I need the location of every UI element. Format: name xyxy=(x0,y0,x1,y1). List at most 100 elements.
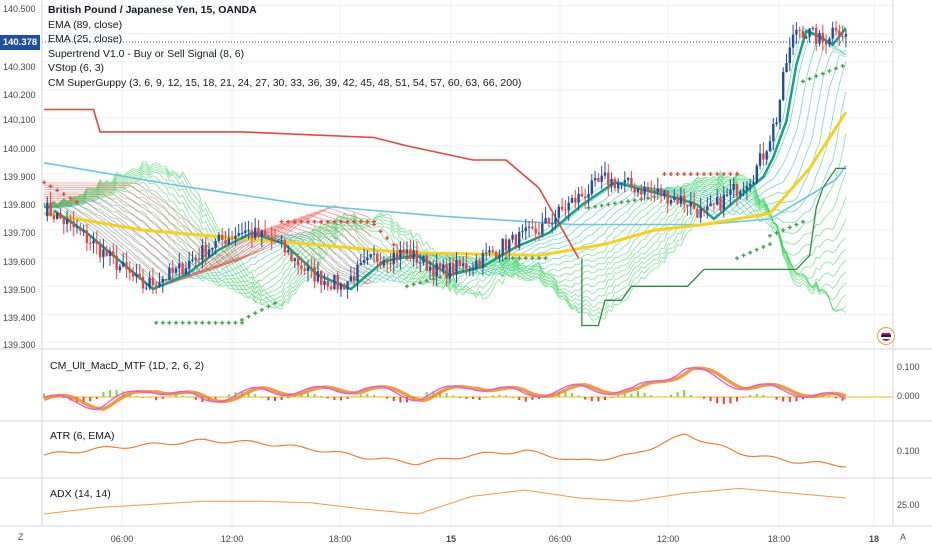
macd-histogram-bar xyxy=(716,397,719,404)
candle-body xyxy=(72,221,75,228)
macd-histogram-bar xyxy=(604,397,606,400)
macd-histogram-bar xyxy=(498,394,501,397)
auto-scale-button[interactable]: A xyxy=(900,532,907,542)
candle-body xyxy=(217,234,221,241)
macd-histogram-bar xyxy=(511,397,514,398)
candle-body xyxy=(237,233,240,236)
candle-body xyxy=(593,178,597,181)
macd-histogram-bar xyxy=(491,395,494,397)
atr-pane xyxy=(43,433,846,468)
candle-body xyxy=(765,151,768,160)
candle-body xyxy=(659,188,663,197)
candle-body xyxy=(287,250,290,253)
macd-histogram-bar xyxy=(227,394,230,397)
candle-body xyxy=(89,242,92,244)
vstop-mark xyxy=(715,172,720,176)
candle-body xyxy=(600,175,603,182)
macd-histogram-bar xyxy=(610,397,613,398)
vstop-mark xyxy=(424,278,429,283)
macd-pane-label[interactable]: CM_Ult_MacD_MTF (1D, 2, 6, 2) xyxy=(50,360,205,372)
vstop-mark xyxy=(537,256,541,261)
vstop-mark xyxy=(457,269,462,274)
candle-body xyxy=(491,250,494,253)
vstop-mark xyxy=(781,228,786,233)
macd-histogram-bar xyxy=(386,397,389,399)
price-tick: 140.500 xyxy=(3,4,36,14)
candle-body xyxy=(485,252,488,254)
price-tick: 139.900 xyxy=(3,172,36,182)
legend-ema89[interactable]: EMA (89, close) xyxy=(48,18,123,31)
candle-body xyxy=(405,249,409,254)
candle-body xyxy=(435,263,438,277)
legend-ema25[interactable]: EMA (25, close) xyxy=(48,33,123,46)
vstop-mark xyxy=(42,180,46,185)
candle-body xyxy=(402,249,405,254)
candle-body xyxy=(524,227,527,232)
candle-body xyxy=(501,239,504,255)
macd-histogram-bar xyxy=(584,397,587,400)
macd-histogram-bar xyxy=(749,394,752,397)
macd-histogram-bar xyxy=(425,392,428,397)
pane-frame xyxy=(0,0,932,527)
macd-histogram-bar xyxy=(452,395,455,397)
legend-superguppy[interactable]: CM SuperGuppy (3, 6, 9, 12, 15, 18, 21, … xyxy=(48,76,522,89)
candle-body xyxy=(343,284,346,290)
candle-body xyxy=(683,196,686,205)
candle-body xyxy=(841,36,844,38)
legend-supertrend[interactable]: Supertrend V1.0 - Buy or Sell Signal (8,… xyxy=(48,47,245,60)
guppy-ribbon-line xyxy=(43,38,847,285)
candle-body xyxy=(349,276,353,282)
vstop-mark xyxy=(517,256,522,261)
macd-histogram-bar xyxy=(274,397,276,401)
candle-body xyxy=(293,258,296,261)
vstop-mark xyxy=(246,314,251,319)
time-tick: 18:00 xyxy=(328,534,352,544)
macd-histogram-bar xyxy=(571,393,573,397)
candle-body xyxy=(452,262,455,275)
candle-body xyxy=(227,238,230,245)
symbol-title[interactable]: British Pound / Japanese Yen, 15, OANDA xyxy=(48,4,257,16)
price-tick: 139.300 xyxy=(3,340,36,350)
vstop-mark xyxy=(299,219,304,224)
candle-body xyxy=(811,27,815,29)
candle-body xyxy=(725,194,729,196)
candle-body xyxy=(465,263,468,270)
macd-histogram-bar xyxy=(359,394,362,397)
candle-body xyxy=(207,249,211,257)
macd-histogram-bar xyxy=(775,397,778,400)
candle-body xyxy=(518,232,521,248)
vstop-mark xyxy=(365,219,370,224)
macd-histogram-bar xyxy=(689,394,692,397)
vstop-mark xyxy=(735,256,739,261)
macd-histogram-bar xyxy=(683,389,686,397)
adx-pane-label[interactable]: ADX (14, 14) xyxy=(50,488,111,500)
candle-body xyxy=(838,30,841,37)
atr-pane-label[interactable]: ATR (6, EMA) xyxy=(50,430,115,442)
legend-vstop[interactable]: VStop (6, 3) xyxy=(48,62,105,75)
macd-histogram-bar xyxy=(366,393,369,397)
vstop-mark xyxy=(523,256,528,261)
candle-body xyxy=(795,29,798,35)
candle-body xyxy=(128,269,131,273)
candle-body xyxy=(277,241,280,243)
candle-body xyxy=(108,251,112,256)
macd-histogram-bar xyxy=(524,397,527,402)
vstop-mark xyxy=(619,200,624,205)
time-tick: 12:00 xyxy=(220,534,244,544)
zoom-reset-button[interactable]: Z xyxy=(18,532,24,542)
vstop-mark xyxy=(154,320,159,325)
candle-body xyxy=(151,277,155,285)
candle-body xyxy=(399,249,402,259)
macd-histogram-bar xyxy=(175,395,177,397)
uk-flag-icon[interactable] xyxy=(877,327,895,345)
vstop-mark xyxy=(774,230,779,235)
candle-body xyxy=(46,202,49,217)
vstop-mark xyxy=(193,320,198,325)
vstop-mark xyxy=(352,219,357,224)
vstop-mark xyxy=(259,307,264,312)
candle-body xyxy=(570,198,574,203)
candle-body xyxy=(696,208,699,218)
candle-body xyxy=(359,262,362,266)
macd-histogram-bar xyxy=(485,397,488,398)
